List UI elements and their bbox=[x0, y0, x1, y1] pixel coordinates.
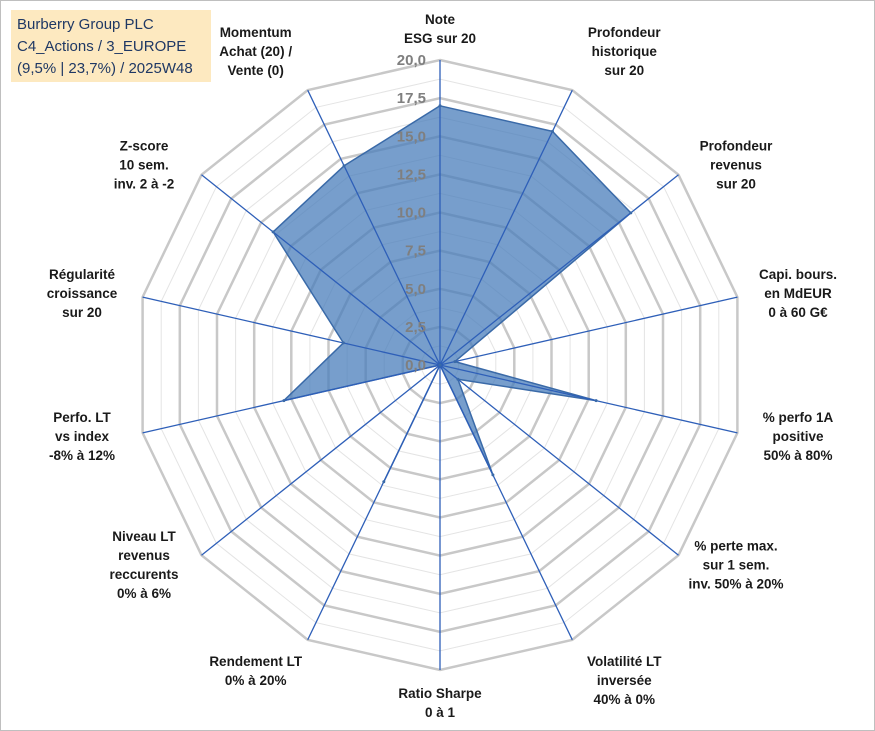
title-line-2: C4_Actions / 3_EUROPE bbox=[17, 38, 187, 55]
axis-spoke bbox=[439, 296, 738, 366]
data-point bbox=[341, 341, 345, 345]
axis-label-line: inversée bbox=[597, 673, 652, 688]
axis-label-line: en MdEUR bbox=[764, 286, 832, 301]
axis-label-line: 0% à 20% bbox=[225, 673, 287, 688]
axis-label-line: croissance bbox=[47, 286, 118, 301]
axis-label-line: 0 à 60 G€ bbox=[768, 305, 828, 320]
axis-label-line: sur 1 sem. bbox=[703, 558, 770, 573]
axis-category-label: Perfo. LT vs index -8% à 12% bbox=[49, 410, 115, 463]
axis-label-line: sur 20 bbox=[604, 63, 644, 78]
axis-label-line: inv. 2 à -2 bbox=[114, 176, 175, 191]
axis-label-line: ESG sur 20 bbox=[404, 31, 476, 46]
axis-label-line: 50% à 80% bbox=[763, 448, 832, 463]
axis-label-line: Note bbox=[425, 12, 455, 27]
axis-category-label: Profondeur revenus sur 20 bbox=[700, 138, 773, 191]
radial-tick-label: 17,5 bbox=[397, 90, 426, 107]
axis-label-line: -8% à 12% bbox=[49, 448, 115, 463]
data-point bbox=[594, 399, 598, 403]
axis-label-line: Profondeur bbox=[588, 25, 661, 40]
axis-category-label: % perfo 1A positive 50% à 80% bbox=[763, 410, 834, 463]
data-point bbox=[271, 230, 275, 234]
axis-label-line: Ratio Sharpe bbox=[398, 686, 482, 701]
axis-spoke bbox=[201, 364, 441, 556]
radial-tick-label: 15,0 bbox=[397, 128, 426, 145]
chart-title-box: Burberry Group PLC C4_Actions / 3_EUROPE… bbox=[11, 10, 211, 82]
axis-label-line: 0 à 1 bbox=[425, 705, 456, 720]
axis-label-line: positive bbox=[772, 429, 824, 444]
axis-label-line: Z-score bbox=[120, 138, 169, 153]
axis-label-line: Profondeur bbox=[700, 138, 773, 153]
axis-category-label: Volatilité LT inversée 40% à 0% bbox=[587, 654, 662, 707]
axis-label-line: Perfo. LT bbox=[53, 410, 111, 425]
axis-label-line: Rendement LT bbox=[209, 654, 303, 669]
axis-category-label: % perte max. sur 1 sem. inv. 50% à 20% bbox=[688, 539, 783, 592]
data-point bbox=[629, 211, 633, 215]
axis-spoke bbox=[307, 89, 441, 366]
data-point bbox=[438, 363, 442, 367]
axis-spoke bbox=[142, 296, 441, 366]
axis-category-label: Note ESG sur 20 bbox=[404, 12, 476, 46]
axis-spoke bbox=[439, 174, 679, 366]
data-point bbox=[453, 360, 457, 364]
axis-spoke bbox=[201, 174, 441, 366]
axis-label-line: revenus bbox=[710, 157, 762, 172]
data-point bbox=[491, 473, 495, 477]
data-point bbox=[551, 129, 554, 133]
axis-label-line: Momentum bbox=[220, 25, 292, 40]
axis-label-line: sur 20 bbox=[716, 176, 756, 191]
axis-label-line: vs index bbox=[55, 429, 110, 444]
axis-category-label: Ratio Sharpe 0 à 1 bbox=[398, 686, 482, 720]
axis-category-label: Profondeur historique sur 20 bbox=[588, 25, 661, 78]
radial-tick-label: 20,0 bbox=[397, 52, 426, 69]
radial-tick-label: 2,5 bbox=[405, 319, 426, 336]
data-point bbox=[382, 480, 386, 484]
title-line-1: Burberry Group PLC bbox=[17, 16, 154, 33]
title-line-3: (9,5% | 23,7%) / 2025W48 bbox=[17, 60, 193, 77]
axis-label-line: 0% à 6% bbox=[117, 586, 171, 601]
data-point bbox=[342, 164, 346, 168]
data-point bbox=[282, 399, 286, 403]
axis-spoke bbox=[439, 364, 679, 556]
radial-tick-label: 0,0 bbox=[405, 357, 426, 374]
axis-label-line: Volatilité LT bbox=[587, 654, 662, 669]
axis-category-label: Rendement LT 0% à 20% bbox=[209, 654, 303, 688]
axis-label-line: Niveau LT bbox=[112, 529, 176, 544]
axis-label-line: sur 20 bbox=[62, 305, 102, 320]
axis-label-line: reccurents bbox=[109, 567, 178, 582]
axis-label-line: Régularité bbox=[49, 267, 116, 282]
axis-label-line: historique bbox=[592, 44, 658, 59]
axis-label-line: Vente (0) bbox=[228, 63, 284, 78]
axis-category-label: Capi. bours. en MdEUR 0 à 60 G€ bbox=[759, 267, 837, 320]
axis-label-line: inv. 50% à 20% bbox=[688, 577, 783, 592]
axis-category-label: Z-score 10 sem. inv. 2 à -2 bbox=[114, 138, 175, 191]
data-point bbox=[456, 377, 460, 381]
axis-category-label: Régularité croissance sur 20 bbox=[47, 267, 118, 320]
axis-category-label: Momentum Achat (20) / Vente (0) bbox=[219, 25, 292, 78]
axis-spoke bbox=[439, 364, 738, 434]
radial-tick-label: 7,5 bbox=[405, 243, 426, 260]
axis-label-line: Achat (20) / bbox=[219, 44, 292, 59]
axis-label-line: % perfo 1A bbox=[763, 410, 834, 425]
axis-label-line: Capi. bours. bbox=[759, 267, 837, 282]
axis-label-line: % perte max. bbox=[694, 539, 777, 554]
data-point bbox=[438, 104, 442, 108]
axis-label-line: 10 sem. bbox=[119, 157, 169, 172]
axis-spoke bbox=[439, 89, 573, 366]
radial-tick-label: 10,0 bbox=[397, 205, 426, 222]
radial-tick-label: 12,5 bbox=[397, 166, 426, 183]
axis-spoke bbox=[142, 364, 441, 434]
axis-category-label: Niveau LT revenus reccurents 0% à 6% bbox=[109, 529, 178, 601]
radial-tick-label: 5,0 bbox=[405, 281, 426, 298]
axis-label-line: revenus bbox=[118, 548, 170, 563]
axis-label-line: 40% à 0% bbox=[594, 692, 656, 707]
axis-spoke bbox=[307, 364, 441, 641]
axis-spoke bbox=[439, 364, 573, 641]
